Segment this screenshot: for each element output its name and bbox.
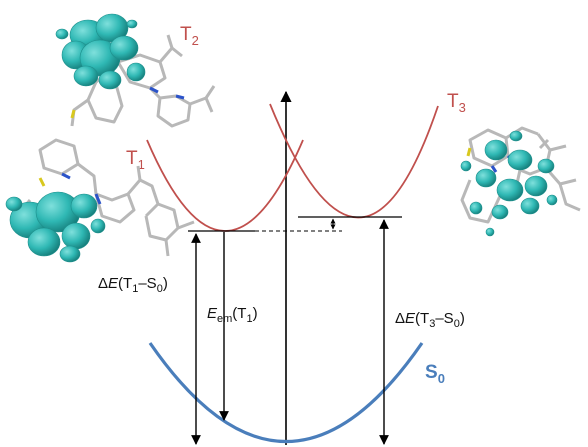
de-t1-s0-label: ΔE(T1–S0): [98, 275, 168, 295]
molecule-orbital-t3-icon: [460, 126, 581, 237]
e-em-label: Eem(T1): [207, 305, 258, 325]
t3-curve: [269, 103, 439, 219]
de-t3-s0-label: ΔE(T3–S0): [395, 310, 465, 330]
molecule-orbital-t1-icon: [5, 138, 195, 263]
t1-label: T1: [126, 148, 145, 172]
molecule-orbital-t2-icon: [55, 13, 216, 128]
s0-label: S0: [425, 362, 445, 386]
t1-curve: [146, 139, 304, 232]
t2-label: T2: [180, 24, 199, 48]
t3-label: T3: [447, 91, 466, 115]
